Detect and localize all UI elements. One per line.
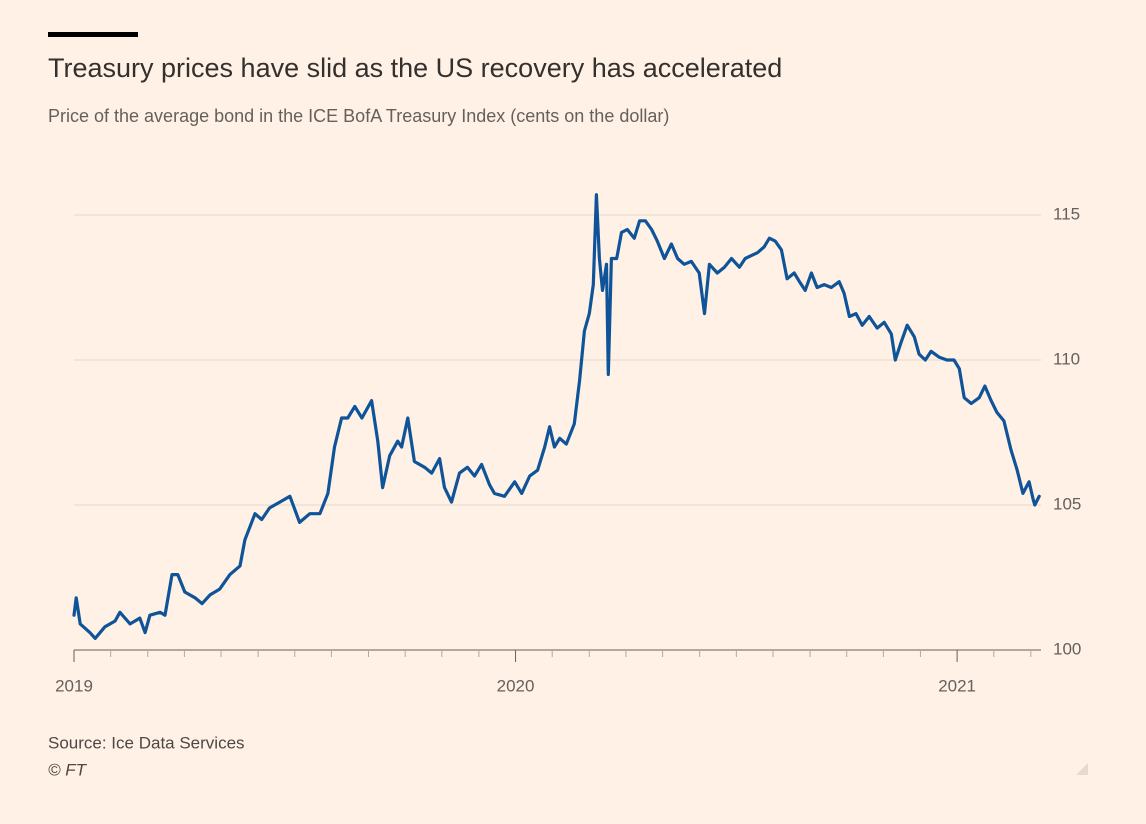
price-line bbox=[72, 193, 1041, 640]
credit: © FT bbox=[48, 760, 88, 779]
brand-bar bbox=[48, 32, 138, 37]
source: Source: Ice Data Services bbox=[48, 733, 245, 752]
y-tick-label: 105 bbox=[1053, 494, 1081, 513]
chart-title: Treasury prices have slid as the US reco… bbox=[48, 53, 782, 83]
y-tick-label: 115 bbox=[1053, 204, 1080, 223]
chart-subtitle: Price of the average bond in the ICE Bof… bbox=[48, 106, 669, 126]
x-tick-label: 2021 bbox=[938, 676, 976, 695]
resize-handle bbox=[1076, 763, 1088, 775]
y-tick-label: 100 bbox=[1053, 639, 1081, 658]
x-tick-label: 2020 bbox=[497, 676, 535, 695]
y-tick-label: 110 bbox=[1053, 349, 1080, 368]
x-tick-label: 2019 bbox=[55, 676, 93, 695]
